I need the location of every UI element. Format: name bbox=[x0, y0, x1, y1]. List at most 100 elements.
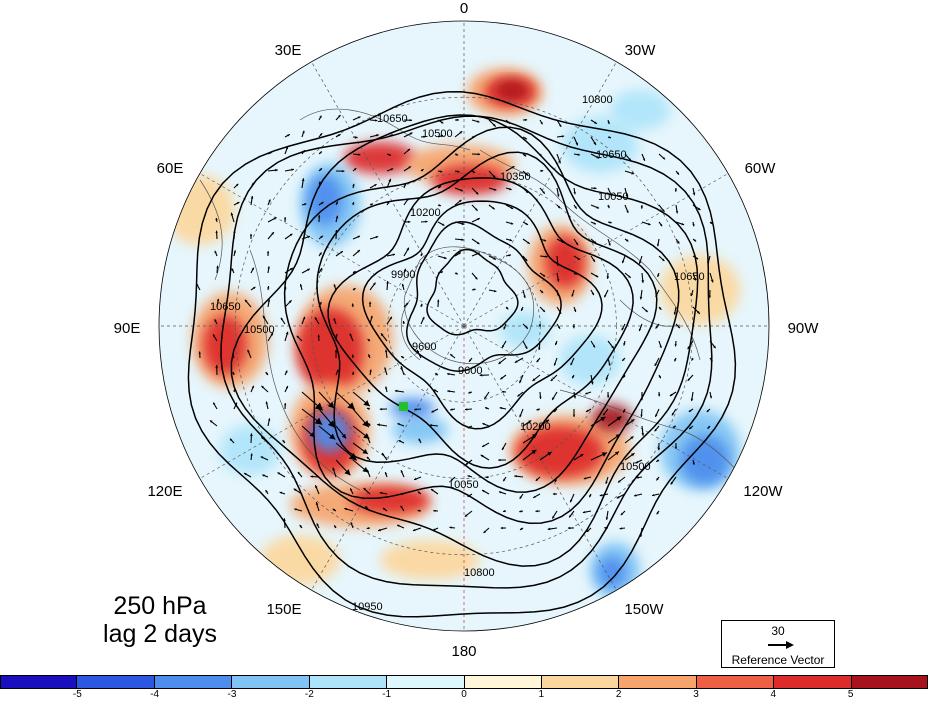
coastline bbox=[199, 179, 223, 281]
wind-vector-head bbox=[344, 507, 347, 511]
wind-vector-head bbox=[492, 175, 496, 178]
wind-vector-head bbox=[575, 142, 578, 146]
wind-vector-head bbox=[528, 420, 532, 423]
wind-vector-head bbox=[605, 517, 609, 520]
wind-vector-head bbox=[468, 391, 471, 394]
wind-vector-head bbox=[342, 169, 345, 173]
wind-vector-head bbox=[662, 157, 665, 160]
lon-label-0: 0 bbox=[460, 0, 468, 17]
wind-vector-head bbox=[687, 378, 690, 381]
wind-vector-head bbox=[692, 192, 696, 196]
wind-vector-head bbox=[232, 371, 235, 375]
wind-vector-head bbox=[662, 209, 665, 212]
wind-vector-head bbox=[572, 414, 576, 417]
wind-vector-head bbox=[279, 491, 283, 494]
wind-vector-head bbox=[525, 346, 528, 349]
wind-vector-head bbox=[380, 333, 384, 337]
wind-vector-head bbox=[265, 401, 268, 404]
wind-vector-head bbox=[622, 358, 625, 361]
wind-vector-head bbox=[595, 274, 599, 278]
wind-vector-head bbox=[319, 252, 322, 255]
wind-vector-head bbox=[547, 527, 551, 531]
wind-vector-head bbox=[607, 205, 610, 209]
contour-label: 10500 bbox=[244, 324, 275, 336]
wind-vector-head bbox=[693, 277, 697, 281]
wind-vector-head bbox=[335, 215, 339, 219]
wind-vector-head bbox=[641, 433, 645, 436]
lon-label-60w: 60W bbox=[745, 160, 777, 177]
wind-vector-head bbox=[586, 409, 589, 412]
wind-vector-head bbox=[594, 241, 597, 244]
wind-vector-head bbox=[525, 190, 529, 193]
wind-vector-head bbox=[573, 309, 577, 312]
height-contour bbox=[283, 126, 680, 525]
meridian-line bbox=[463, 173, 729, 327]
wind-vector-head bbox=[538, 324, 542, 327]
wind-vector-head bbox=[417, 350, 420, 353]
wind-vector-head bbox=[511, 166, 515, 169]
wind-vector-head bbox=[357, 250, 360, 253]
wind-vector-head bbox=[550, 378, 554, 381]
wind-vector-head bbox=[461, 238, 464, 241]
wind-vector-head bbox=[483, 530, 486, 533]
wind-vector-head bbox=[280, 317, 284, 321]
wind-vector-head bbox=[557, 326, 561, 329]
wind-vector-head bbox=[552, 516, 555, 519]
wind-vector-head bbox=[535, 510, 538, 513]
wind-vectors bbox=[195, 114, 717, 537]
height-contour bbox=[316, 151, 658, 493]
wind-vector-head bbox=[319, 151, 322, 154]
wind-vector-head bbox=[302, 316, 306, 320]
anomaly-blob bbox=[392, 416, 448, 444]
wind-vector-head bbox=[531, 449, 537, 455]
wind-vector-head bbox=[250, 196, 254, 199]
wind-vector-head bbox=[329, 433, 336, 440]
wind-vector-head bbox=[297, 472, 301, 475]
wind-vector-head bbox=[655, 326, 658, 329]
wind-vector-head bbox=[499, 406, 503, 410]
wind-vector-head bbox=[350, 488, 353, 491]
wind-vector-head bbox=[269, 151, 273, 154]
wind-vector-head bbox=[622, 260, 625, 264]
wind-vector-head bbox=[553, 409, 557, 412]
wind-vector-head bbox=[406, 247, 409, 251]
wind-vector-head bbox=[573, 192, 576, 195]
wind-vector-head bbox=[347, 402, 355, 410]
wind-vector-head bbox=[508, 254, 511, 257]
wind-vector-head bbox=[288, 300, 292, 303]
wind-vector-head bbox=[500, 526, 503, 530]
anomaly-blob bbox=[203, 315, 247, 375]
wind-vector-head bbox=[213, 402, 216, 405]
lon-label-150e: 150E bbox=[266, 601, 301, 618]
reference-point-marker bbox=[399, 402, 408, 411]
map-disk bbox=[159, 21, 769, 631]
wind-vector-head bbox=[267, 299, 271, 302]
wind-vector-head bbox=[414, 408, 417, 411]
contour-label: 10800 bbox=[582, 94, 613, 106]
wind-vector-head bbox=[353, 168, 357, 171]
wind-vector-head bbox=[366, 456, 370, 460]
wind-vector-head bbox=[577, 153, 580, 156]
wind-vector-head bbox=[638, 328, 642, 332]
wind-vector-head bbox=[630, 436, 634, 440]
contour-label: 10800 bbox=[464, 567, 495, 579]
wind-vector-head bbox=[404, 183, 407, 186]
wind-vector-head bbox=[440, 121, 444, 124]
wind-vector-head bbox=[394, 389, 398, 393]
wind-vector-head bbox=[267, 286, 270, 289]
wind-vector-head bbox=[417, 491, 421, 494]
wind-vector-head bbox=[260, 456, 264, 459]
wind-vector-head bbox=[485, 476, 488, 479]
wind-vector-head bbox=[642, 158, 646, 161]
wind-vector-head bbox=[606, 276, 609, 279]
wind-vector-head bbox=[367, 339, 370, 342]
coastline bbox=[403, 246, 534, 365]
wind-vector-head bbox=[498, 458, 501, 462]
anomaly-blob bbox=[496, 81, 528, 99]
wind-vector-head bbox=[233, 250, 236, 253]
wind-vector-head bbox=[363, 488, 367, 491]
wind-vector-head bbox=[600, 416, 606, 422]
wind-vector-head bbox=[315, 502, 319, 505]
wind-vector-head bbox=[591, 292, 594, 296]
wind-vector-head bbox=[285, 370, 288, 373]
